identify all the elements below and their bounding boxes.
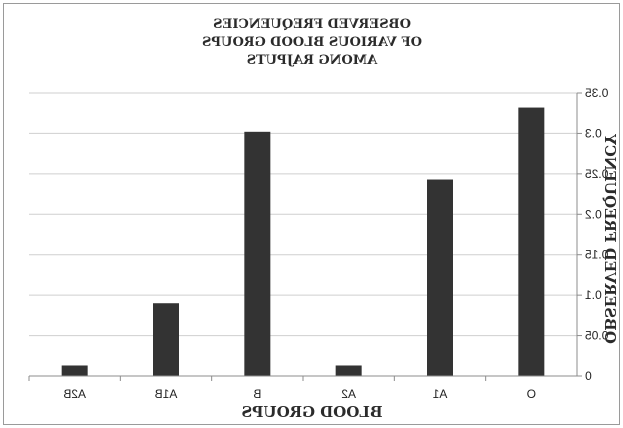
y-axis-title: OBSERVED FREQUENCY <box>601 134 619 344</box>
bar-b <box>244 131 271 376</box>
y-tick-label: 0.25 <box>585 167 609 181</box>
y-tick-label: 0 <box>585 369 592 383</box>
bar-chart: OBSERVED FREQUENCIES OF VARIOUS BLOOD GR… <box>28 17 619 421</box>
gridlines <box>29 92 577 337</box>
x-tick-label: A2 <box>341 387 356 401</box>
chart-frame: OBSERVED FREQUENCIES OF VARIOUS BLOOD GR… <box>3 3 620 425</box>
bar-a1b <box>153 303 179 376</box>
x-tick-label: O <box>527 387 536 401</box>
x-tick-label: A2B <box>63 387 86 401</box>
y-tick-label: 0.15 <box>585 248 609 262</box>
bar-a1 <box>427 179 453 376</box>
y-tick-label: 0.3 <box>585 126 602 140</box>
title-line-1: OBSERVED FREQUENCIES <box>213 17 411 32</box>
bar-a2b <box>61 365 88 376</box>
title-line-3: AMONG RAJPUTS <box>247 53 379 68</box>
x-tick-label: B <box>253 387 261 401</box>
y-tick-label: 0.1 <box>585 288 602 302</box>
bar-a2 <box>335 365 362 376</box>
chart-title: OBSERVED FREQUENCIES OF VARIOUS BLOOD GR… <box>202 17 422 68</box>
bars <box>61 107 545 376</box>
y-tick-label: 0.2 <box>585 207 602 221</box>
x-axis-title: BLOOD GROUPS <box>241 403 382 421</box>
bar-o <box>518 107 545 376</box>
y-tick-label: 0.05 <box>585 329 609 343</box>
title-line-2: OF VARIOUS BLOOD GROUPS <box>202 35 422 50</box>
y-tick-label: 0.35 <box>585 86 609 100</box>
x-tick-label: A1 <box>432 387 447 401</box>
x-tick-label: A1B <box>155 387 178 401</box>
